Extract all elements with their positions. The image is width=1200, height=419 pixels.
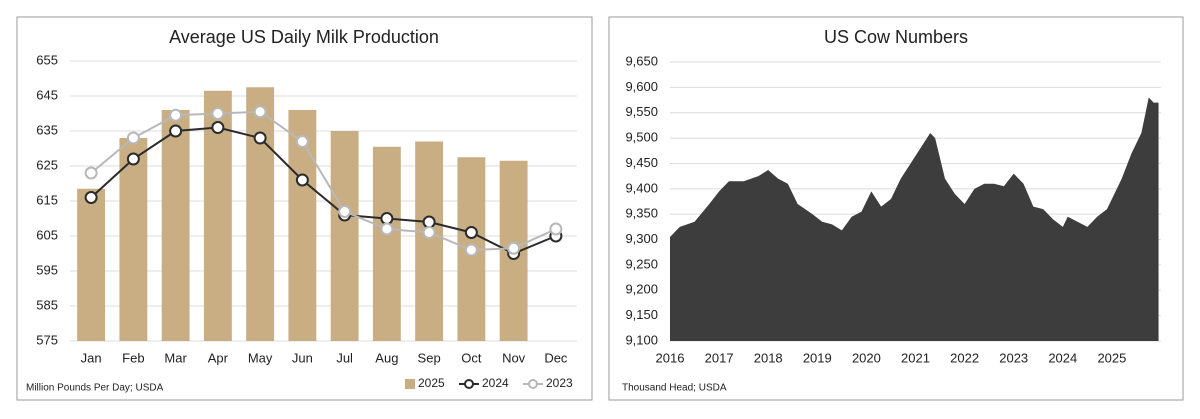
x-tick-label: Aug — [375, 350, 398, 365]
legend-swatch — [405, 379, 415, 389]
y-tick-label: 9,600 — [625, 79, 658, 94]
x-tick-label: Jan — [81, 350, 102, 365]
y-tick-label: 645 — [36, 87, 58, 102]
x-tick-label: Sep — [418, 350, 441, 365]
bar — [246, 87, 275, 341]
x-tick-label: Dec — [544, 350, 568, 365]
legend-label: 2024 — [482, 376, 509, 390]
y-tick-label: 9,350 — [625, 206, 658, 221]
y-tick-label: 575 — [36, 332, 58, 347]
bar — [330, 131, 359, 341]
marker — [84, 191, 98, 204]
x-tick-label: Apr — [208, 350, 229, 365]
y-tick-label: 9,450 — [625, 155, 658, 170]
y-tick-label: 635 — [36, 122, 58, 137]
y-tick-label: 9,200 — [625, 282, 658, 297]
area — [670, 97, 1159, 341]
marker — [422, 226, 436, 239]
marker — [464, 243, 478, 257]
bar — [415, 141, 444, 341]
y-tick-label: 625 — [36, 157, 58, 172]
marker — [295, 173, 309, 187]
x-tick-label: Jun — [292, 350, 313, 365]
y-tick-label: 595 — [36, 262, 58, 277]
x-tick-label: 2019 — [803, 350, 832, 365]
line — [90, 110, 557, 252]
legend-label: 2025 — [418, 376, 445, 390]
marker — [507, 241, 521, 255]
marker — [84, 166, 98, 180]
marker — [380, 212, 394, 225]
y-tick-label: 9,300 — [625, 231, 658, 246]
x-tick-label: 2023 — [999, 350, 1028, 365]
x-tick-label: May — [248, 350, 273, 365]
y-tick-label: 9,400 — [625, 180, 658, 195]
y-tick-label: 9,650 — [625, 53, 658, 68]
x-tick-label: Feb — [122, 350, 144, 365]
bar — [288, 110, 317, 341]
x-tick-label: 2021 — [901, 350, 930, 365]
x-tick-label: Oct — [461, 350, 482, 365]
legend-swatch — [464, 379, 474, 389]
y-tick-label: 605 — [36, 227, 58, 242]
legend-swatch — [528, 379, 538, 389]
bar — [119, 138, 148, 341]
marker — [380, 222, 394, 236]
marker — [295, 135, 309, 148]
marker — [169, 108, 183, 122]
marker — [211, 121, 225, 134]
marker — [549, 222, 563, 236]
x-tick-label: 2024 — [1048, 350, 1077, 365]
marker — [253, 105, 267, 119]
x-tick-label: 2020 — [852, 350, 881, 365]
marker — [211, 107, 225, 120]
x-tick-label: 2022 — [950, 350, 979, 365]
bar — [372, 146, 401, 341]
x-tick-label: Mar — [164, 350, 187, 365]
marker — [126, 152, 140, 166]
chart-title: Average US Daily Milk Production — [169, 27, 439, 47]
bar — [77, 188, 106, 341]
legend-label: 2023 — [546, 376, 573, 390]
y-tick-label: 615 — [36, 192, 58, 207]
marker — [126, 131, 140, 145]
y-tick-label: 655 — [36, 52, 58, 67]
y-tick-label: 9,550 — [625, 104, 658, 119]
y-tick-label: 9,500 — [625, 130, 658, 145]
x-tick-label: Nov — [502, 350, 526, 365]
y-tick-label: 9,100 — [625, 332, 658, 347]
chart-title: US Cow Numbers — [824, 27, 968, 47]
bar — [161, 110, 190, 341]
x-tick-label: Jul — [336, 350, 353, 365]
x-tick-label: 2016 — [656, 350, 685, 365]
marker — [338, 205, 352, 218]
x-tick-label: 2018 — [754, 350, 783, 365]
marker — [422, 215, 436, 229]
line — [90, 126, 557, 255]
y-tick-label: 585 — [36, 297, 58, 312]
x-tick-label: 2025 — [1097, 350, 1126, 365]
y-tick-label: 9,250 — [625, 256, 658, 271]
x-tick-label: 2017 — [705, 350, 734, 365]
marker — [169, 124, 183, 138]
source-note: Thousand Head; USDA — [622, 383, 727, 394]
marker — [253, 131, 267, 145]
source-note: Million Pounds Per Day; USDA — [26, 383, 164, 394]
y-tick-label: 9,150 — [625, 307, 658, 322]
marker — [464, 226, 478, 239]
